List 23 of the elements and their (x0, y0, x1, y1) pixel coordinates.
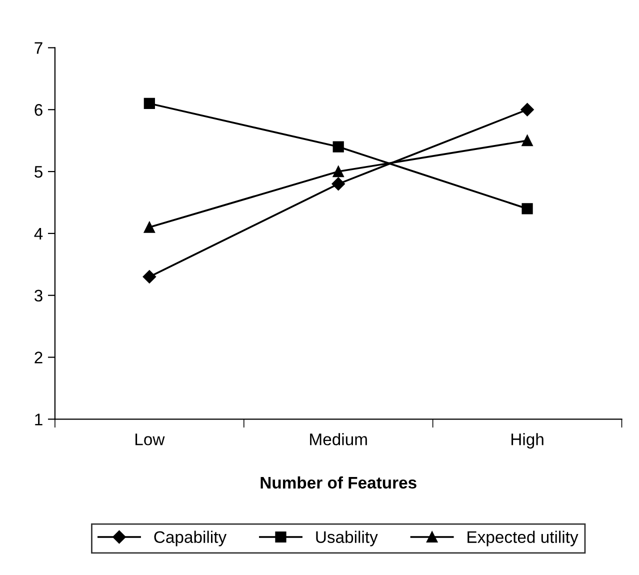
x-tick-label: Medium (310, 433, 367, 446)
x-axis-title: Number of Features (260, 476, 416, 489)
legend-label: Expected utility (468, 530, 578, 546)
x-tick-label: Low (136, 434, 165, 446)
point (522, 203, 533, 214)
y-tick-label: 6 (34, 104, 42, 116)
point (522, 135, 533, 146)
y-tick-label: 1 (35, 414, 42, 426)
y-tick-label: 4 (34, 228, 43, 240)
legend-label: Usability (316, 530, 378, 546)
y-tick-label: 5 (34, 166, 42, 178)
point (142, 270, 156, 284)
x-tick-label: High (512, 433, 544, 449)
y-tick-label: 7 (34, 42, 42, 54)
y-tick-label: 2 (34, 352, 42, 364)
point (144, 98, 155, 109)
point (332, 177, 345, 191)
point (520, 103, 534, 116)
point (144, 222, 155, 233)
point (332, 166, 344, 178)
legend-label: Capability (154, 530, 227, 546)
y-tick-label: 3 (34, 290, 42, 302)
point (332, 141, 344, 152)
